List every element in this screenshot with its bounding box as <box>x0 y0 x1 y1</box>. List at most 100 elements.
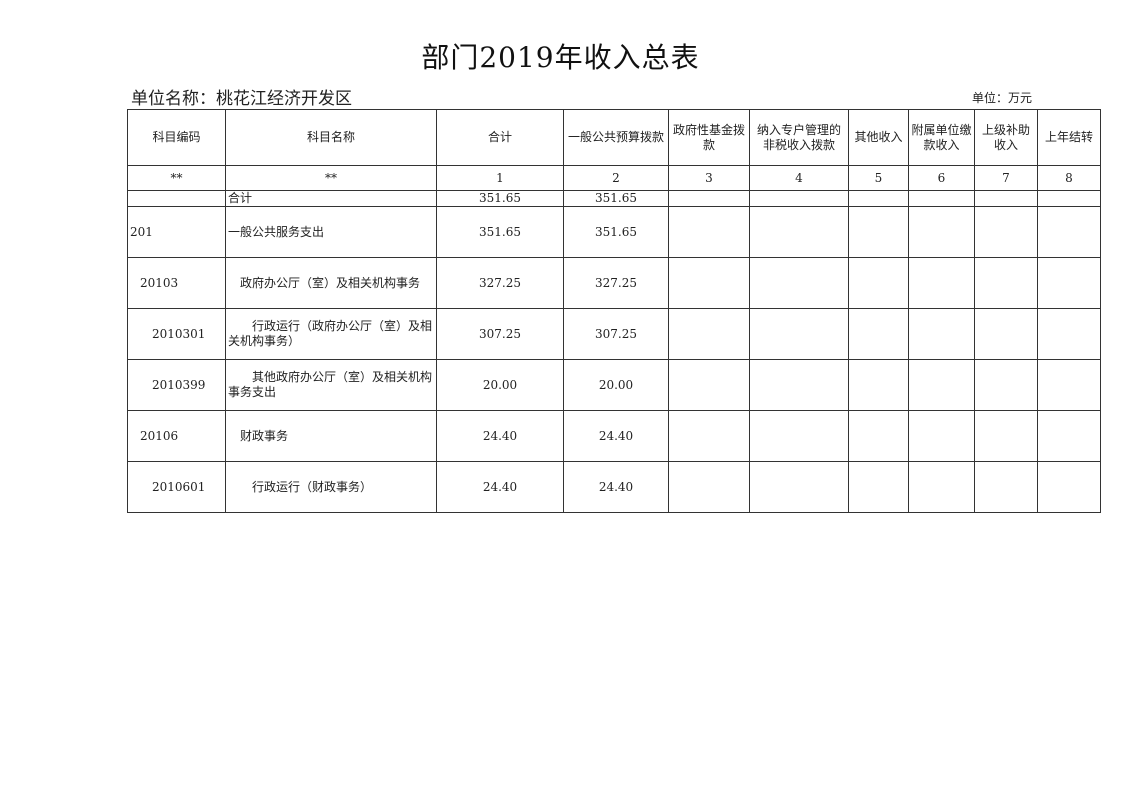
index-cell: 8 <box>1037 165 1101 191</box>
table-row: 2010601 行政运行（财政事务） 24.40 24.40 <box>127 461 1101 513</box>
empty-cell <box>668 308 750 360</box>
header-cell: 附属单位缴款收入 <box>908 109 975 166</box>
total-cell: 24.40 <box>436 410 564 462</box>
empty-cell <box>908 190 975 207</box>
code-cell: 20106 <box>127 410 226 462</box>
name-cell: 其他政府办公厅（室）及相关机构事务支出 <box>225 359 437 411</box>
general-cell: 307.25 <box>563 308 669 360</box>
empty-cell <box>908 308 975 360</box>
empty-cell <box>749 257 849 309</box>
empty-cell <box>974 206 1038 258</box>
empty-cell <box>848 257 909 309</box>
code-cell: 2010399 <box>127 359 226 411</box>
index-cell: 2 <box>563 165 669 191</box>
name-cell: 财政事务 <box>225 410 437 462</box>
empty-cell <box>1037 461 1101 513</box>
empty-cell <box>974 461 1038 513</box>
empty-cell <box>668 206 750 258</box>
name-cell: 一般公共服务支出 <box>225 206 437 258</box>
code-cell: 20103 <box>127 257 226 309</box>
empty-cell <box>908 257 975 309</box>
unit-name: 单位名称：桃花江经济开发区 <box>131 89 352 109</box>
empty-cell <box>668 257 750 309</box>
page-title: 部门2019年收入总表 <box>421 41 700 74</box>
name-cell: 政府办公厅（室）及相关机构事务 <box>225 257 437 309</box>
name-cell: 行政运行（政府办公厅（室）及相关机构事务） <box>225 308 437 360</box>
empty-cell <box>974 308 1038 360</box>
income-table: 科目编码 科目名称 合计 一般公共预算拨款 政府性基金拨款 纳入专户管理的非税收… <box>127 109 1101 513</box>
empty-cell <box>908 359 975 411</box>
empty-cell <box>749 190 849 207</box>
index-cell: 3 <box>668 165 750 191</box>
header-cell: 其他收入 <box>848 109 909 166</box>
total-cell: 24.40 <box>436 461 564 513</box>
index-cell: ** <box>127 165 226 191</box>
code-cell: 2010601 <box>127 461 226 513</box>
empty-cell <box>1037 206 1101 258</box>
header-cell: 一般公共预算拨款 <box>563 109 669 166</box>
table-row: 20103 政府办公厅（室）及相关机构事务 327.25 327.25 <box>127 257 1101 309</box>
total-cell: 351.65 <box>436 206 564 258</box>
empty-cell <box>908 461 975 513</box>
empty-cell <box>749 410 849 462</box>
total-cell: 307.25 <box>436 308 564 360</box>
total-cell: 327.25 <box>436 257 564 309</box>
total-cell: 351.65 <box>436 190 564 207</box>
empty-cell <box>908 206 975 258</box>
empty-cell <box>1037 190 1101 207</box>
empty-cell <box>668 461 750 513</box>
name-cell: 合计 <box>225 190 437 207</box>
empty-cell <box>749 359 849 411</box>
empty-cell <box>974 359 1038 411</box>
index-row: ** ** 1 2 3 4 5 6 7 8 <box>127 165 1101 191</box>
empty-cell <box>848 410 909 462</box>
code-cell: 201 <box>127 206 226 258</box>
code-cell <box>127 190 226 207</box>
header-cell: 合计 <box>436 109 564 166</box>
table-row: 20106 财政事务 24.40 24.40 <box>127 410 1101 462</box>
empty-cell <box>668 410 750 462</box>
empty-cell <box>848 461 909 513</box>
index-cell: ** <box>225 165 437 191</box>
unit-label: 单位：万元 <box>972 91 1033 105</box>
table-row-total: 合计 351.65 351.65 <box>127 190 1101 207</box>
empty-cell <box>848 359 909 411</box>
empty-cell <box>668 190 750 207</box>
empty-cell <box>848 190 909 207</box>
empty-cell <box>749 461 849 513</box>
empty-cell <box>1037 308 1101 360</box>
empty-cell <box>749 206 849 258</box>
empty-cell <box>668 359 750 411</box>
index-cell: 5 <box>848 165 909 191</box>
header-cell: 上年结转 <box>1037 109 1101 166</box>
code-cell: 2010301 <box>127 308 226 360</box>
general-cell: 327.25 <box>563 257 669 309</box>
name-cell: 行政运行（财政事务） <box>225 461 437 513</box>
empty-cell <box>974 410 1038 462</box>
header-cell: 政府性基金拨款 <box>668 109 750 166</box>
empty-cell <box>1037 410 1101 462</box>
general-cell: 351.65 <box>563 206 669 258</box>
general-cell: 20.00 <box>563 359 669 411</box>
table-row: 2010301 行政运行（政府办公厅（室）及相关机构事务） 307.25 307… <box>127 308 1101 360</box>
general-cell: 351.65 <box>563 190 669 207</box>
header-cell: 纳入专户管理的非税收入拨款 <box>749 109 849 166</box>
index-cell: 7 <box>974 165 1038 191</box>
index-cell: 4 <box>749 165 849 191</box>
empty-cell <box>974 190 1038 207</box>
header-cell: 上级补助收入 <box>974 109 1038 166</box>
empty-cell <box>908 410 975 462</box>
empty-cell <box>974 257 1038 309</box>
header-cell: 科目名称 <box>225 109 437 166</box>
general-cell: 24.40 <box>563 410 669 462</box>
empty-cell <box>848 308 909 360</box>
index-cell: 1 <box>436 165 564 191</box>
table-row: 2010399 其他政府办公厅（室）及相关机构事务支出 20.00 20.00 <box>127 359 1101 411</box>
table-row: 201 一般公共服务支出 351.65 351.65 <box>127 206 1101 258</box>
header-cell: 科目编码 <box>127 109 226 166</box>
empty-cell <box>848 206 909 258</box>
general-cell: 24.40 <box>563 461 669 513</box>
empty-cell <box>749 308 849 360</box>
empty-cell <box>1037 257 1101 309</box>
empty-cell <box>1037 359 1101 411</box>
